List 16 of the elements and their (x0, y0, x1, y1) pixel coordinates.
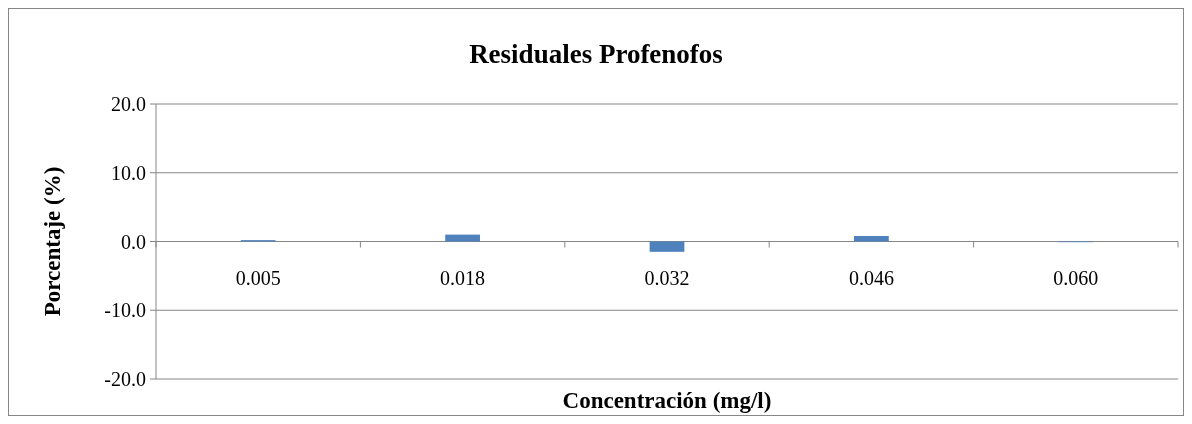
x-tick-label: 0.005 (235, 266, 281, 289)
y-tick-label: -20.0 (104, 368, 146, 390)
y-tick-label: 20.0 (111, 93, 146, 115)
y-tick-label: -10.0 (104, 299, 146, 322)
x-tick-label: 0.018 (440, 266, 486, 289)
y-tick-label: 10.0 (111, 161, 146, 184)
bar (649, 241, 685, 252)
chart-title: Residuales Profenofos (469, 39, 723, 69)
x-tick-label: 0.032 (644, 266, 690, 289)
bar (854, 236, 889, 242)
bar (445, 234, 480, 242)
x-tick-label: 0.046 (848, 266, 894, 289)
x-tick-label: 0.060 (1053, 266, 1099, 289)
x-axis-title: Concentración (mg/l) (562, 388, 772, 413)
y-axis-title: Porcentaje (%) (40, 166, 65, 317)
y-tick-label: 0.0 (121, 230, 146, 253)
